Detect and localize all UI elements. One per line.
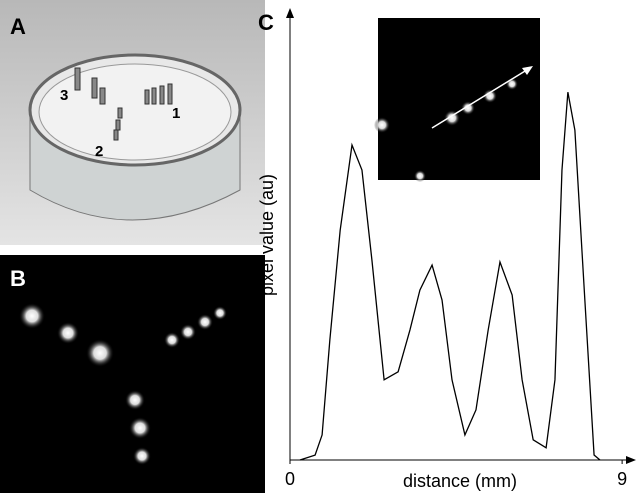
- axis-arrow: [286, 8, 294, 18]
- data-line: [299, 92, 601, 461]
- inset-image: [374, 18, 540, 182]
- x-tick-label: 9: [617, 469, 627, 489]
- marker-label: 1: [172, 105, 180, 122]
- panel-label: C: [258, 10, 274, 35]
- panel-label: A: [10, 14, 26, 39]
- photo-a: A 1 2 3: [0, 0, 265, 245]
- marker-label: 2: [95, 143, 103, 160]
- x-tick-label: 0: [285, 469, 295, 489]
- axis-arrow: [626, 456, 636, 464]
- panel-label: B: [10, 266, 26, 291]
- image-b: B: [0, 255, 265, 493]
- x-axis-label: distance (mm): [403, 471, 517, 491]
- y-axis-label: pixel value (au): [257, 174, 277, 296]
- marker-label: 3: [60, 87, 68, 104]
